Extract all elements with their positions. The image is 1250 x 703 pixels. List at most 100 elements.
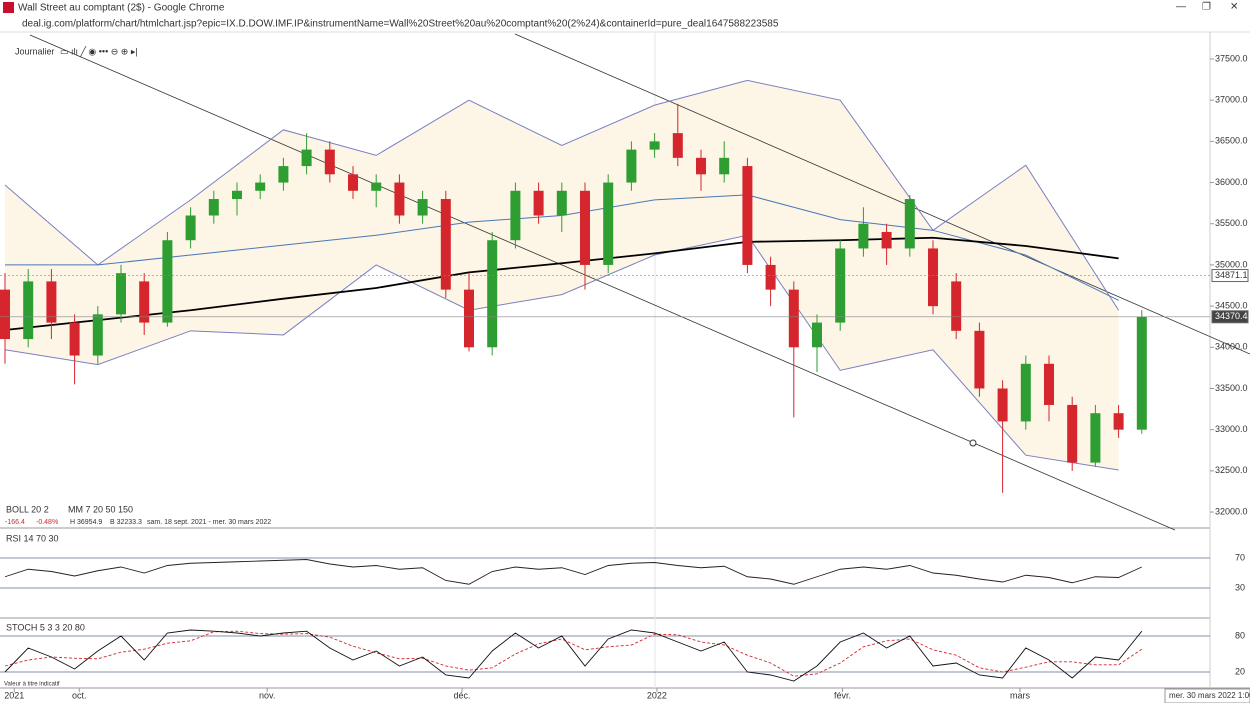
timeframe[interactable]: Journalier — [15, 46, 55, 56]
level-label: 70 — [1235, 552, 1245, 562]
y-tick-label: 33500.0 — [1215, 383, 1248, 393]
candle-body — [69, 322, 80, 356]
candle-body — [116, 273, 126, 315]
candle-body — [487, 240, 498, 348]
candle-body — [440, 199, 451, 290]
candle-body — [649, 141, 660, 150]
candle-body — [997, 388, 1008, 422]
legend-high: H 36954.9 — [70, 519, 102, 526]
close[interactable]: ✕ — [1230, 2, 1238, 13]
x-tick-label: 2022 — [647, 690, 667, 700]
y-tick-label: 36500.0 — [1215, 136, 1248, 146]
x-tick-label: févr. — [834, 690, 851, 700]
cursor-date: mer. 30 mars 2022 1:00 — [1169, 691, 1250, 700]
x-tick-label: déc. — [454, 690, 471, 700]
candle-body — [696, 157, 706, 175]
legend-mm: MM 7 20 50 150 — [68, 504, 133, 514]
candle-body — [580, 190, 590, 265]
y-tick-label: 36000.0 — [1215, 177, 1248, 187]
indicator-line — [4, 630, 1143, 677]
window-title: Wall Street au comptant (2$) - Google Ch… — [18, 3, 225, 14]
indicator-line — [4, 629, 1143, 682]
candle-body — [232, 190, 242, 200]
candle-body — [255, 182, 266, 191]
candle-body — [1044, 363, 1054, 405]
price-label: 34871.1 — [1215, 270, 1248, 280]
candle-body — [904, 199, 915, 249]
candle-body — [765, 264, 776, 290]
stoch-label: STOCH 5 3 3 20 80 — [6, 622, 85, 632]
candle-body — [1090, 413, 1101, 463]
candle-body — [928, 248, 938, 307]
x-tick-label: nov. — [259, 690, 275, 700]
candle-body — [46, 281, 57, 323]
candle-body — [348, 174, 358, 191]
maximize[interactable]: ❐ — [1202, 2, 1211, 13]
candle-body — [974, 330, 985, 389]
x-tick-label: 2021 — [4, 690, 24, 700]
candle-body — [510, 190, 521, 241]
candle-body — [603, 182, 614, 265]
candle-body — [324, 149, 335, 175]
candle-body — [742, 166, 753, 265]
overlay-line — [4, 234, 1119, 471]
candle-body — [1136, 316, 1147, 430]
candle-body — [951, 281, 962, 331]
y-tick-label: 33000.0 — [1215, 424, 1248, 434]
candle-body — [23, 281, 34, 340]
indicator-line — [4, 559, 1142, 585]
y-tick-label: 35500.0 — [1215, 218, 1248, 228]
candle-body — [835, 248, 846, 323]
y-tick-label: 37000.0 — [1215, 95, 1248, 105]
candle-body — [301, 149, 312, 167]
legend-low: B 32233.3 — [110, 519, 142, 526]
y-tick-label: 34000.0 — [1215, 342, 1248, 352]
trend-anchor[interactable] — [969, 439, 977, 447]
candle-body — [162, 240, 173, 323]
candle-body — [464, 289, 474, 348]
level-label: 80 — [1235, 630, 1245, 640]
candle-body — [185, 215, 196, 241]
candle-body — [858, 223, 869, 249]
price-label: 34370.4 — [1215, 311, 1248, 321]
candle-body — [533, 190, 544, 216]
trend-line — [29, 34, 1176, 531]
candle-body — [626, 149, 637, 183]
legend-range: sam. 18 sept. 2021 - mer. 30 mars 2022 — [147, 519, 271, 526]
candle-body — [1113, 413, 1124, 430]
url[interactable]: deal.ig.com/platform/chart/htmlchart.jsp… — [22, 19, 779, 30]
candle-body — [556, 190, 567, 216]
rsi-label: RSI 14 70 30 — [6, 533, 59, 543]
candle-body — [208, 199, 219, 216]
candle-body — [417, 199, 428, 216]
candle-body — [0, 289, 10, 340]
y-tick-label: 34500.0 — [1215, 300, 1248, 310]
candle-body — [719, 157, 730, 175]
tool-icons[interactable]: ▭ ılı ╱ ◉ ••• ⊖ ⊕ ▸| — [60, 45, 138, 57]
price-box — [1211, 269, 1249, 283]
legend-change-pct: -0.48% — [36, 519, 58, 526]
candle-body — [672, 133, 683, 158]
cursor-date-box — [1164, 688, 1250, 703]
legend-change: -166.4 — [5, 519, 25, 526]
level-label: 20 — [1235, 666, 1245, 676]
y-tick-label: 32000.0 — [1215, 506, 1248, 516]
note: Valeur à titre indicatif — [4, 682, 60, 688]
overlay-line — [4, 236, 1119, 331]
favicon — [3, 2, 14, 13]
legend-boll: BOLL 20 2 — [6, 504, 49, 514]
trend-line — [514, 33, 1250, 355]
candle-body — [788, 289, 799, 348]
minimize[interactable]: — — [1176, 2, 1186, 13]
level-label: 30 — [1235, 582, 1245, 592]
x-tick-label: mars — [1010, 690, 1030, 700]
candle-body — [881, 231, 892, 249]
browser-chrome — [0, 0, 1250, 32]
candle-body — [278, 166, 289, 183]
price-box — [1211, 310, 1249, 324]
candle-body — [1020, 363, 1031, 422]
y-tick-label: 32500.0 — [1215, 465, 1248, 475]
candle-body — [1067, 404, 1078, 463]
